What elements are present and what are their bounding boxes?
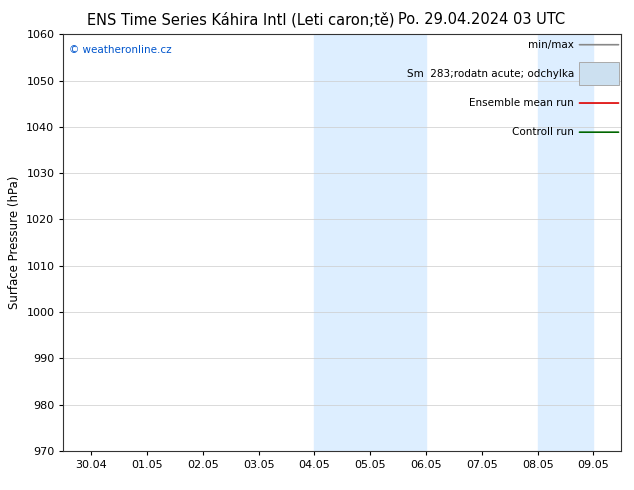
Text: min/max: min/max <box>528 40 574 49</box>
Text: Sm  283;rodatn acute; odchylka: Sm 283;rodatn acute; odchylka <box>406 69 574 79</box>
Text: Controll run: Controll run <box>512 127 574 137</box>
FancyBboxPatch shape <box>579 62 619 85</box>
Text: Po. 29.04.2024 03 UTC: Po. 29.04.2024 03 UTC <box>398 12 566 27</box>
Text: ENS Time Series Káhira Intl (Leti caron;tě): ENS Time Series Káhira Intl (Leti caron;… <box>87 12 395 28</box>
Y-axis label: Surface Pressure (hPa): Surface Pressure (hPa) <box>8 176 21 309</box>
Text: Ensemble mean run: Ensemble mean run <box>469 98 574 108</box>
Text: © weatheronline.cz: © weatheronline.cz <box>69 45 172 55</box>
Bar <box>538 34 593 451</box>
Bar <box>314 34 426 451</box>
